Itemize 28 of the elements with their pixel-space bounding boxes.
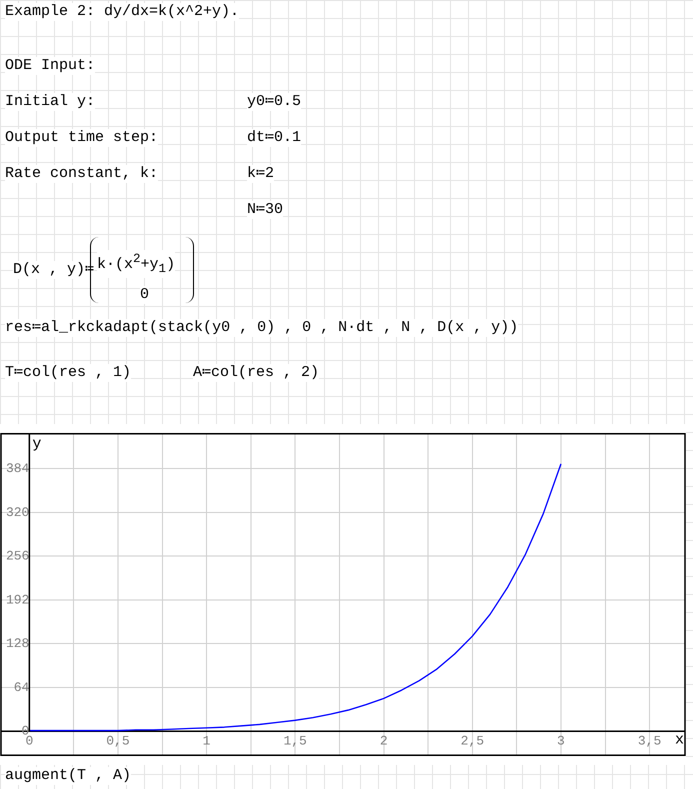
text: Output time step:: [5, 129, 158, 147]
text: y0≔0.5: [247, 93, 302, 111]
text: res≔al_rkckadapt(stack(y0 , 0) , 0 , N·dt , N , D(x , y)): [5, 319, 518, 337]
y-tick-label: 128: [6, 636, 30, 652]
text: dt≔0.1: [247, 129, 302, 147]
x-tick-label: 2: [380, 734, 388, 749]
text: augment(T , A): [5, 767, 132, 785]
x-tick-label: 0,5: [106, 734, 130, 749]
x-tick-label: 3,5: [638, 734, 662, 749]
y-tick-label: 192: [6, 592, 30, 608]
text: 0: [140, 286, 150, 304]
text: k≔2: [247, 165, 274, 183]
y-tick-label: 320: [6, 504, 30, 520]
x-tick-label: 2,5: [460, 734, 484, 749]
text: N≔30: [247, 201, 284, 219]
text: T≔col(res , 1): [5, 364, 132, 382]
text: Rate constant, k:: [5, 165, 158, 183]
y-axis-title: y: [32, 435, 42, 452]
chart-title: Example 2: dy/dx=k(x^2+y).: [5, 3, 240, 21]
text: ODE Input:: [5, 57, 96, 75]
text: Initial y:: [5, 93, 96, 111]
x-tick-label: 3: [557, 734, 565, 749]
text: A≔col(res , 2): [193, 364, 320, 382]
x-axis-title: x: [674, 732, 684, 749]
x-tick-label: 1: [202, 734, 211, 749]
text: k·(x$^{2}$+y$_{1}$): [97, 250, 176, 278]
y-tick-label: 256: [6, 548, 30, 564]
x-tick-label: 1,5: [283, 734, 307, 749]
